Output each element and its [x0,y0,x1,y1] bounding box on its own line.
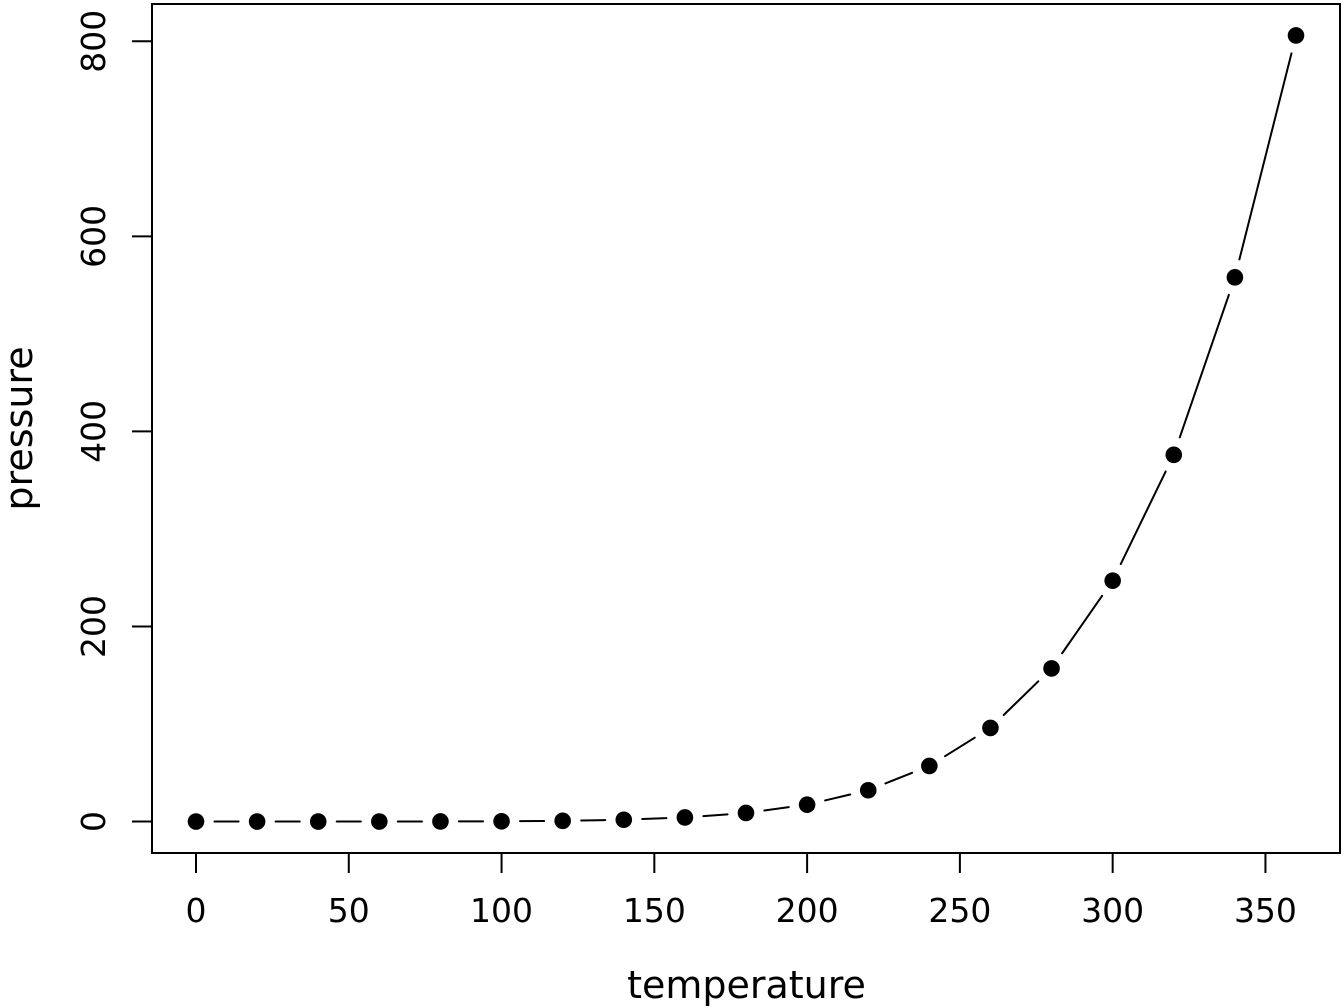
series-line-segment [1119,470,1167,566]
series-line-segment [1178,293,1230,439]
data-point [554,812,571,830]
series-line-segment [1061,594,1104,655]
data-point [737,804,755,822]
data-point [615,811,633,829]
data-point [676,809,694,826]
data-point [432,813,449,830]
data-point [371,813,388,830]
x-tick-label: 250 [928,891,991,930]
data-point [1287,27,1305,44]
y-tick-label: 600 [74,205,113,268]
data-point [187,813,205,830]
x-tick-label: 300 [1081,891,1144,930]
y-tick-label: 400 [74,400,113,463]
x-axis-label: temperature [627,963,866,1007]
x-axis-ticks: 0 50 100 150 200 250 300 350 [186,853,1297,930]
series-line-segment [763,806,790,812]
x-tick-label: 100 [470,891,533,930]
y-tick-label: 200 [74,595,113,658]
data-point [493,812,510,830]
data-point [1104,572,1121,589]
y-tick-label: 800 [74,10,113,73]
series-line-segment [944,736,976,758]
y-tick-label: 0 [74,811,113,832]
y-axis-label: pressure [0,346,41,510]
data-point [859,781,877,799]
series-line-segment [641,817,668,821]
data-point [1226,269,1244,286]
series-line-segment [702,813,729,818]
data-point [248,813,266,830]
data-point [1043,660,1060,677]
x-tick-label: 0 [186,891,207,930]
x-tick-label: 150 [623,891,686,930]
data-point-markers [187,27,1305,830]
plot-box-frame [151,3,1341,854]
x-tick-label: 350 [1234,891,1297,930]
series-line-segment [824,793,852,802]
data-point [1165,446,1183,464]
data-point [798,796,816,813]
x-tick-label: 50 [328,891,370,930]
series-line-segment [884,771,914,785]
data-point [982,719,999,737]
data-point [921,757,938,775]
data-line-segments [213,52,1293,823]
y-axis-ticks: 0 200 400 600 800 [74,10,152,832]
series-line-segment [1002,680,1040,717]
x-tick-label: 200 [776,891,839,930]
data-point [309,813,327,830]
series-line-segment [1238,52,1293,261]
